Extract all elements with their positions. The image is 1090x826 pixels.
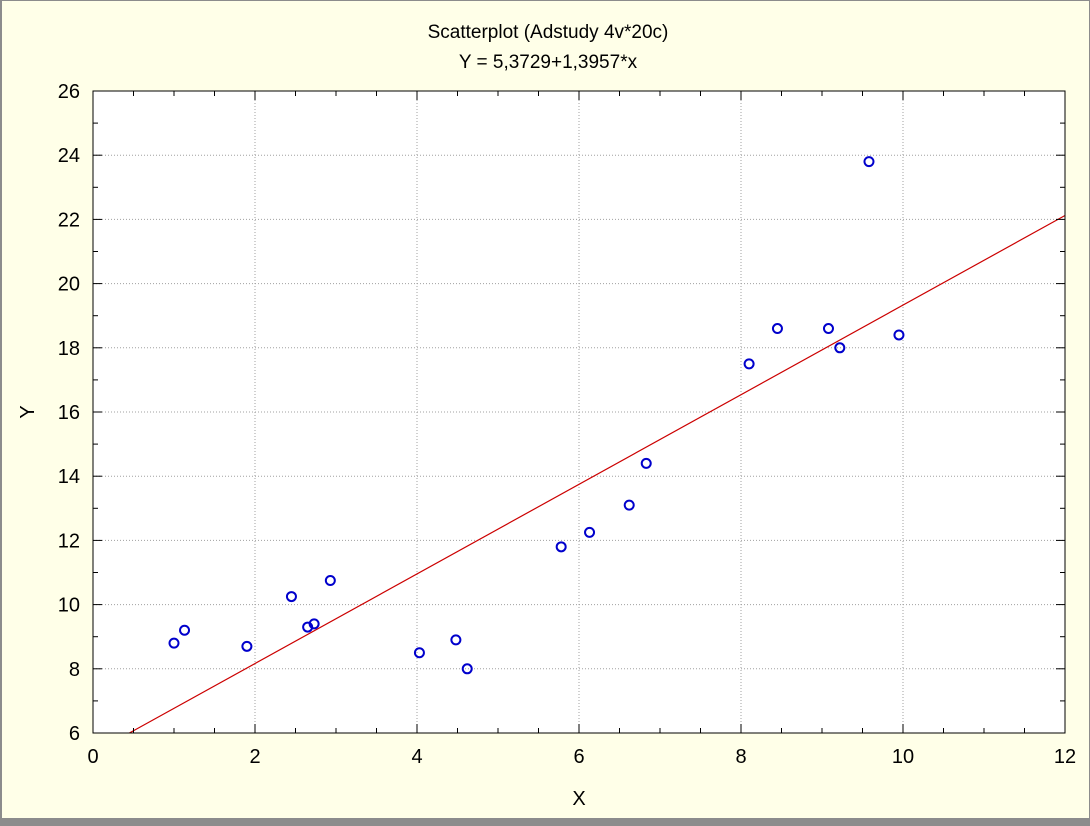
x-tick-label: 2 — [249, 746, 260, 768]
chart-subtitle: Y = 5,3729+1,3957*x — [459, 52, 638, 73]
y-tick-labels: 6 8 10 12 14 16 18 20 22 24 26 — [58, 81, 80, 745]
x-axis-label: X — [572, 788, 585, 810]
y-tick-label: 18 — [58, 338, 80, 360]
y-tick-label: 22 — [58, 209, 80, 231]
x-tick-label: 6 — [573, 746, 584, 768]
grid-lines — [93, 91, 1065, 733]
scatter-point — [308, 618, 320, 630]
scatter-point — [863, 156, 875, 168]
y-tick-label: 26 — [58, 81, 80, 103]
scatter-point — [834, 342, 846, 354]
scatter-point — [285, 591, 297, 603]
y-tick-label: 14 — [58, 466, 80, 488]
x-tick-label: 10 — [892, 746, 914, 768]
scatter-point — [743, 358, 755, 370]
scatter-point — [450, 634, 462, 646]
scatter-point — [461, 663, 473, 675]
scatter-point — [179, 624, 191, 636]
scatter-point — [822, 323, 834, 335]
y-tick-label: 16 — [58, 402, 80, 424]
x-tick-label: 0 — [87, 746, 98, 768]
scatter-point — [771, 323, 783, 335]
scatter-point — [893, 329, 905, 341]
y-tick-label: 10 — [58, 595, 80, 617]
axis-ticks — [92, 90, 1066, 734]
x-tick-labels: 0 2 4 6 8 10 12 — [87, 746, 1076, 768]
x-tick-label: 12 — [1054, 746, 1076, 768]
scatter-point — [241, 640, 253, 652]
x-tick-label: 8 — [735, 746, 746, 768]
y-tick-label: 6 — [69, 723, 80, 745]
scatter-point — [584, 526, 596, 538]
scatter-point — [555, 541, 567, 553]
scatter-point — [413, 647, 425, 659]
chart-title: Scatterplot (Adstudy 4v*20c) — [428, 22, 669, 43]
x-tick-label: 4 — [411, 746, 422, 768]
y-tick-label: 12 — [58, 530, 80, 552]
scatter-point — [324, 575, 336, 587]
scatter-point — [623, 499, 635, 511]
scatter-point — [640, 457, 652, 469]
y-tick-label: 20 — [58, 274, 80, 296]
regression-line-group — [129, 214, 1066, 734]
scatter-point — [168, 637, 180, 649]
y-tick-label: 24 — [58, 145, 80, 167]
regression-line — [129, 214, 1066, 734]
data-points — [168, 156, 905, 675]
y-tick-label: 8 — [69, 659, 80, 681]
y-axis-label: Y — [17, 405, 39, 418]
